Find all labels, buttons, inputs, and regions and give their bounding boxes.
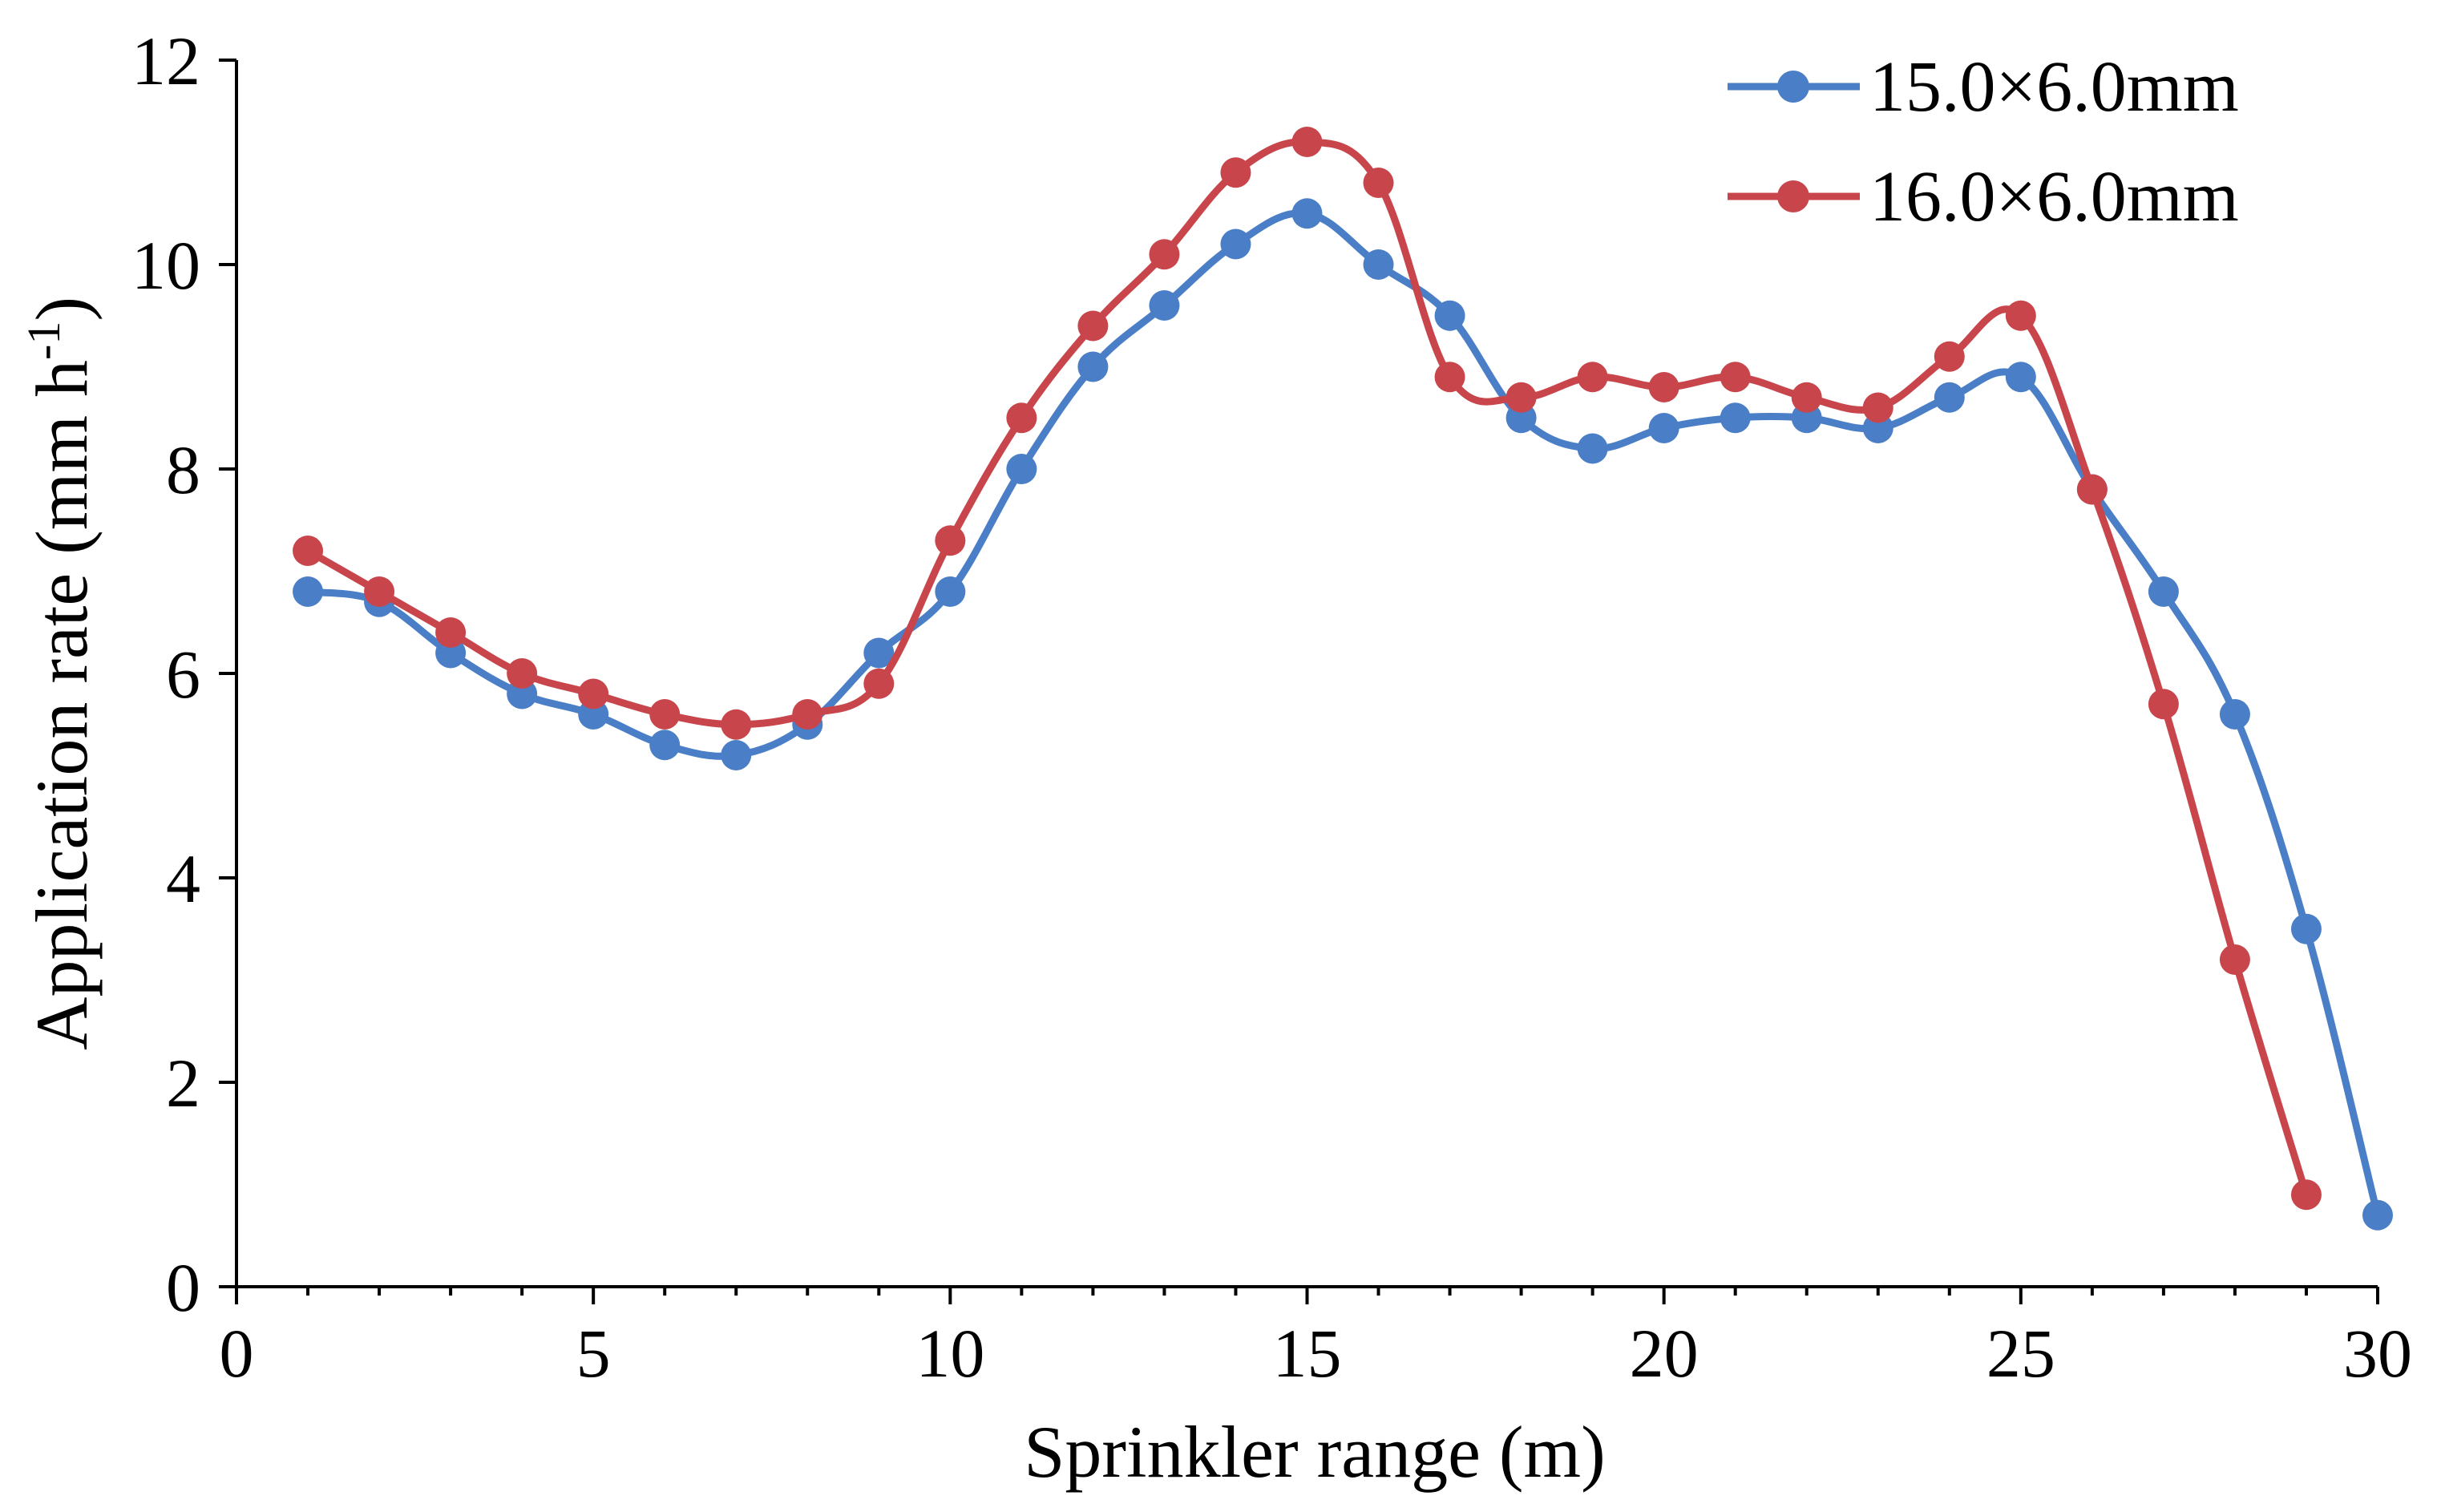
y-tick-label: 0	[166, 1249, 200, 1326]
data-point	[721, 740, 752, 770]
data-point	[1791, 382, 1822, 413]
y-tick-label: 8	[166, 431, 200, 508]
data-point	[935, 525, 966, 556]
data-point	[435, 617, 467, 648]
y-axis-title: Application rate (mm h-1)	[18, 297, 103, 1050]
y-tick-label: 10	[131, 227, 200, 304]
data-point	[1149, 290, 1180, 321]
data-point	[1434, 300, 1465, 331]
data-point	[2005, 300, 2036, 331]
data-point	[578, 678, 609, 710]
data-point	[1363, 168, 1394, 198]
data-point	[1149, 239, 1180, 270]
data-point	[1934, 382, 1965, 413]
data-point	[721, 709, 752, 740]
data-point	[2005, 362, 2036, 393]
data-point	[1006, 402, 1037, 434]
data-point	[2290, 913, 2322, 944]
x-tick-label: 15	[1273, 1315, 1342, 1392]
data-point	[1648, 372, 1679, 402]
data-point	[364, 576, 395, 607]
data-point	[863, 637, 895, 669]
x-tick-label: 30	[2343, 1315, 2412, 1392]
y-tick-label: 6	[166, 636, 200, 713]
y-axis-title-superscript: -1	[18, 321, 70, 360]
series-2	[293, 127, 2322, 1211]
axes	[235, 60, 2378, 1288]
data-point	[2219, 699, 2250, 730]
series-layer	[293, 127, 2393, 1231]
legend: 15.0×6.0mm 16.0×6.0mm	[1728, 47, 2239, 237]
y-axis-title-main: Application rate (mm h	[21, 360, 103, 1050]
data-point	[649, 730, 681, 761]
data-point	[792, 699, 823, 730]
series-1	[293, 198, 2393, 1231]
x-tick-label: 10	[915, 1315, 984, 1392]
y-axis-title-close: )	[21, 297, 103, 321]
y-tick-label: 4	[166, 840, 200, 917]
data-point	[1220, 228, 1251, 260]
series-line-1	[304, 209, 2382, 1219]
data-point	[1577, 362, 1608, 393]
x-tick-label: 25	[1986, 1315, 2055, 1392]
legend-marker-series-1	[1777, 71, 1809, 103]
legend-marker-series-2	[1777, 180, 1809, 212]
y-tick-label: 12	[131, 22, 200, 99]
x-axis-title: Sprinkler range (m)	[1024, 1411, 1606, 1493]
data-point	[1577, 433, 1608, 464]
legend-label-series-2: 16.0×6.0mm	[1869, 157, 2239, 237]
data-point	[1220, 157, 1251, 188]
legend-item-series-2: 16.0×6.0mm	[1728, 157, 2239, 237]
data-point	[935, 576, 966, 607]
data-point	[1648, 413, 1679, 443]
data-point	[1291, 198, 1323, 229]
data-point	[649, 699, 681, 730]
x-tick-label: 0	[220, 1315, 254, 1392]
data-point	[2148, 576, 2179, 607]
data-point	[2148, 689, 2179, 720]
data-point	[1291, 127, 1323, 157]
data-point	[863, 668, 895, 699]
data-point	[507, 658, 538, 689]
data-point	[1434, 362, 1465, 393]
x-ticks: 0 5 10 15 20 25 30	[220, 1287, 2412, 1392]
data-point	[1505, 382, 1537, 413]
legend-label-series-1: 15.0×6.0mm	[1869, 47, 2239, 127]
data-point	[293, 576, 324, 607]
y-tick-label: 2	[166, 1045, 200, 1122]
data-point	[1934, 341, 1965, 372]
data-point	[1077, 351, 1109, 382]
data-point	[293, 536, 324, 566]
data-point	[1363, 249, 1394, 280]
x-tick-label: 5	[576, 1315, 611, 1392]
data-point	[2076, 474, 2108, 505]
data-point	[2290, 1179, 2322, 1211]
data-point	[1006, 454, 1037, 484]
legend-item-series-1: 15.0×6.0mm	[1728, 47, 2239, 127]
y-ticks: 0 2 4 6 8 10 12	[131, 22, 236, 1326]
data-point	[2362, 1199, 2393, 1231]
x-tick-label: 20	[1630, 1315, 1699, 1392]
data-point	[1720, 362, 1751, 393]
data-point	[1862, 392, 1893, 423]
series-line-2	[304, 138, 2310, 1199]
data-point	[1720, 402, 1751, 434]
data-point	[2219, 944, 2250, 975]
data-point	[1077, 310, 1109, 342]
